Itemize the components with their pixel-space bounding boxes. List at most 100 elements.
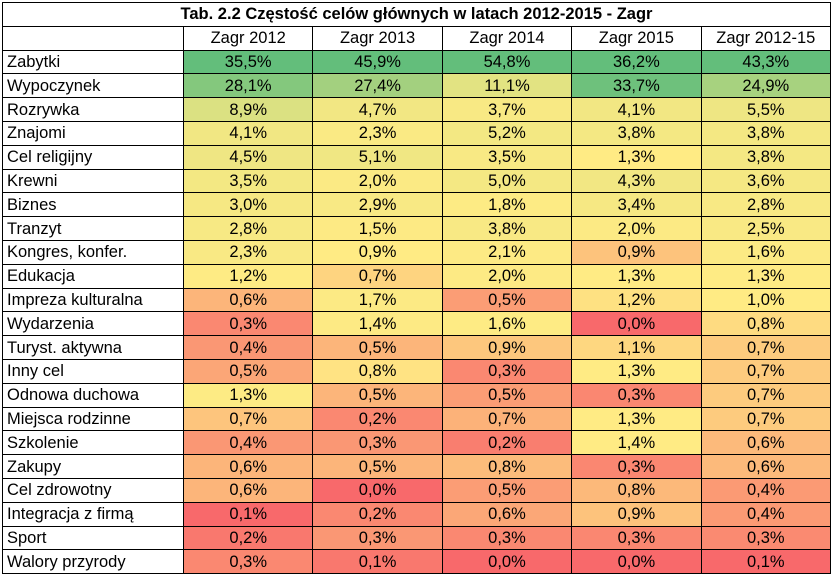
table-cell: 5,2% xyxy=(441,120,573,146)
table-cell: 0,7% xyxy=(700,382,831,408)
table-cell: 1,6% xyxy=(441,311,573,337)
row-label: Integracja z firmą xyxy=(2,501,184,527)
table-cell: 2,8% xyxy=(700,192,831,218)
table-cell: 0,8% xyxy=(700,311,831,337)
table-row: Impreza kulturalna 0,6% 1,7% 0,5% 1,2% 1,0% xyxy=(2,287,831,313)
table-cell: 0,5% xyxy=(312,335,443,360)
table-cell: 4,7% xyxy=(312,97,443,122)
table-row: Znajomi 4,1% 2,3% 5,2% 3,8% 3,8% xyxy=(2,120,831,146)
table-cell: 1,0% xyxy=(700,287,831,313)
table-cell: 3,8% xyxy=(571,120,702,146)
table-row: Wypoczynek 28,1% 27,4% 11,1% 33,7% 24,9% xyxy=(2,73,831,99)
table-cell: 2,3% xyxy=(312,120,443,146)
table-cell: 5,1% xyxy=(312,144,443,170)
table-cell: 54,8% xyxy=(441,49,573,75)
table-cell: 3,8% xyxy=(441,216,573,241)
table-cell: 3,4% xyxy=(571,192,702,218)
table-cell: 1,3% xyxy=(571,144,702,170)
table-row: Miejsca rodzinne 0,7% 0,2% 0,7% 1,3% 0,7% xyxy=(2,406,831,432)
table-cell: 0,2% xyxy=(182,525,314,551)
table-row: Edukacja 1,2% 0,7% 2,0% 1,3% 1,3% xyxy=(2,263,831,289)
table-cell: 0,3% xyxy=(182,311,314,337)
table-cell: 3,5% xyxy=(182,168,314,194)
table-cell: 5,5% xyxy=(700,97,831,122)
table-cell: 4,1% xyxy=(571,97,702,122)
row-label: Turyst. aktywna xyxy=(2,335,184,360)
table-row: Tranzyt 2,8% 1,5% 3,8% 2,0% 2,5% xyxy=(2,216,831,241)
row-label: Edukacja xyxy=(2,263,184,289)
table-cell: 0,6% xyxy=(700,454,831,479)
table-cell: 1,8% xyxy=(441,192,573,218)
table-cell: 0,3% xyxy=(700,525,831,551)
header-row: Zagr 2012 Zagr 2013 Zagr 2014 Zagr 2015 … xyxy=(2,25,831,51)
table-cell: 1,2% xyxy=(182,263,314,289)
table-cell: 3,6% xyxy=(700,168,831,194)
table-cell: 1,3% xyxy=(571,406,702,432)
table-cell: 2,0% xyxy=(441,263,573,289)
row-label: Cel zdrowotny xyxy=(2,477,184,503)
row-label: Zabytki xyxy=(2,49,184,75)
table-cell: 1,4% xyxy=(571,430,702,456)
table-cell: 8,9% xyxy=(182,97,314,122)
table-cell: 1,4% xyxy=(312,311,443,337)
table-cell: 0,2% xyxy=(312,406,443,432)
table-cell: 0,5% xyxy=(312,454,443,479)
header-zagr-2014: Zagr 2014 xyxy=(441,25,573,51)
table-cell: 1,3% xyxy=(700,263,831,289)
table-cell: 1,3% xyxy=(182,382,314,408)
row-label: Impreza kulturalna xyxy=(2,287,184,313)
table-cell: 0,4% xyxy=(700,501,831,527)
row-label: Krewni xyxy=(2,168,184,194)
table-cell: 0,3% xyxy=(182,549,314,575)
table-cell: 2,8% xyxy=(182,216,314,241)
table-cell: 0,5% xyxy=(441,477,573,503)
table-row: Krewni 3,5% 2,0% 5,0% 4,3% 3,6% xyxy=(2,168,831,194)
row-label: Rozrywka xyxy=(2,97,184,122)
table-cell: 4,3% xyxy=(571,168,702,194)
table-cell: 0,1% xyxy=(312,549,443,575)
table-cell: 0,3% xyxy=(312,525,443,551)
row-label: Znajomi xyxy=(2,120,184,146)
table-cell: 5,0% xyxy=(441,168,573,194)
table-row: Zakupy 0,6% 0,5% 0,8% 0,3% 0,6% xyxy=(2,454,831,479)
table-row: Odnowa duchowa 1,3% 0,5% 0,5% 0,3% 0,7% xyxy=(2,382,831,408)
table-cell: 1,3% xyxy=(571,358,702,384)
table-cell: 0,3% xyxy=(571,525,702,551)
table-cell: 0,5% xyxy=(441,382,573,408)
header-corner xyxy=(2,25,184,51)
table-cell: 33,7% xyxy=(571,73,702,99)
row-label: Odnowa duchowa xyxy=(2,382,184,408)
table-cell: 0,0% xyxy=(571,311,702,337)
header-zagr-2015: Zagr 2015 xyxy=(571,25,702,51)
table-cell: 0,6% xyxy=(182,287,314,313)
table-cell: 0,0% xyxy=(312,477,443,503)
table-cell: 28,1% xyxy=(182,73,314,99)
row-label: Miejsca rodzinne xyxy=(2,406,184,432)
table-title: Tab. 2.2 Częstość celów głównych w latac… xyxy=(1,2,831,27)
table-cell: 0,9% xyxy=(571,239,702,265)
table-row: Walory przyrody 0,3% 0,1% 0,0% 0,0% 0,1% xyxy=(2,549,831,575)
table-cell: 0,4% xyxy=(182,430,314,456)
table-cell: 0,6% xyxy=(182,477,314,503)
title-row: Tab. 2.2 Częstość celów głównych w latac… xyxy=(1,2,831,27)
table-row: Inny cel 0,5% 0,8% 0,3% 1,3% 0,7% xyxy=(2,358,831,384)
table-cell: 1,6% xyxy=(700,239,831,265)
table-cell: 2,0% xyxy=(312,168,443,194)
table-cell: 43,3% xyxy=(700,49,831,75)
table-cell: 0,3% xyxy=(312,430,443,456)
table-cell: 24,9% xyxy=(700,73,831,99)
table-cell: 1,1% xyxy=(571,335,702,360)
table-cell: 2,5% xyxy=(700,216,831,241)
table-row: Sport 0,2% 0,3% 0,3% 0,3% 0,3% xyxy=(2,525,831,551)
table-cell: 0,2% xyxy=(441,430,573,456)
table-row: Rozrywka 8,9% 4,7% 3,7% 4,1% 5,5% xyxy=(2,97,831,122)
table-cell: 0,8% xyxy=(441,454,573,479)
table-cell: 0,6% xyxy=(182,454,314,479)
table-body: Zabytki 35,5% 45,9% 54,8% 36,2% 43,3% Wypoczyn… xyxy=(2,49,831,575)
table-cell: 11,1% xyxy=(441,73,573,99)
table-cell: 27,4% xyxy=(312,73,443,99)
table-cell: 3,0% xyxy=(182,192,314,218)
table-row: Turyst. aktywna 0,4% 0,5% 0,9% 1,1% 0,7% xyxy=(2,335,831,360)
table-cell: 0,4% xyxy=(700,477,831,503)
table-row: Cel religijny 4,5% 5,1% 3,5% 1,3% 3,8% xyxy=(2,144,831,170)
